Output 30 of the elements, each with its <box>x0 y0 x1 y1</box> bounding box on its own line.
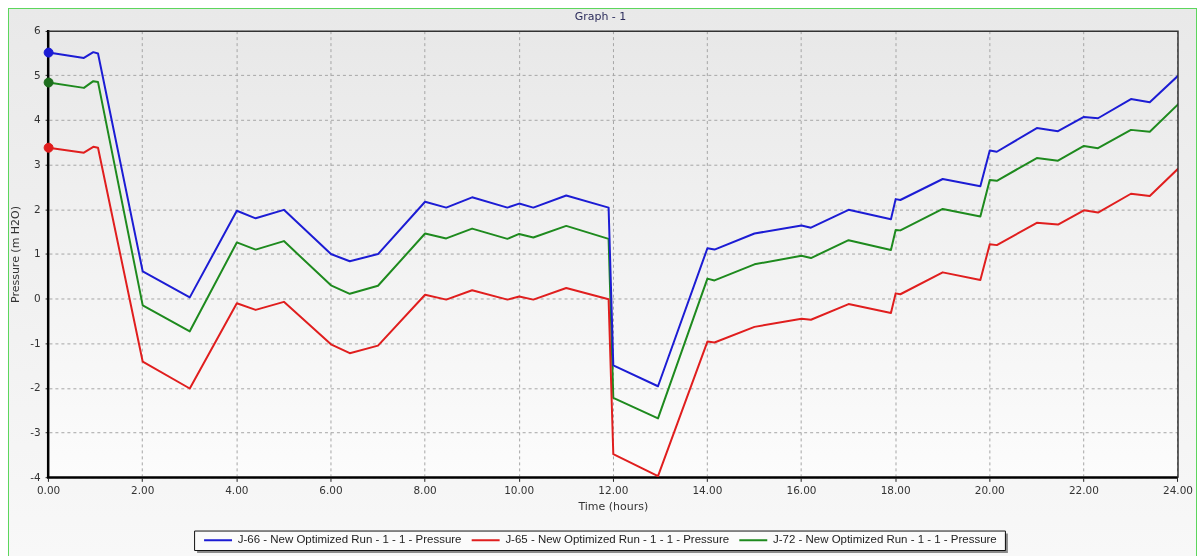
y-tick-label: 6 <box>33 23 41 36</box>
y-tick-label: 1 <box>33 247 41 260</box>
x-tick-label: 14.00 <box>692 483 723 496</box>
x-tick-label: 8.00 <box>413 483 437 496</box>
y-tick-label: -1 <box>30 336 41 349</box>
x-tick-label: 18.00 <box>880 483 911 496</box>
x-tick-label: 24.00 <box>1163 483 1193 496</box>
x-tick-label: 20.00 <box>974 483 1005 496</box>
y-tick-label: -4 <box>30 470 41 483</box>
x-tick-label: 16.00 <box>786 483 817 496</box>
y-tick-label: 3 <box>33 157 41 170</box>
x-tick-label: 2.00 <box>131 483 155 496</box>
x-axis-title: Time (hours) <box>577 499 649 513</box>
y-tick-label: 5 <box>33 68 41 81</box>
legend-label: J-66 - New Optimized Run - 1 - 1 - Pressure <box>237 533 462 546</box>
legend-label: J-65 - New Optimized Run - 1 - 1 - Pressure <box>505 533 730 546</box>
y-tick-label: 4 <box>33 113 41 126</box>
x-tick-label: 12.00 <box>598 483 629 496</box>
y-tick-label: -3 <box>30 425 41 438</box>
legend-label: J-72 - New Optimized Run - 1 - 1 - Pressure <box>773 533 997 546</box>
chart-title: Graph - 1 <box>574 10 627 24</box>
y-tick-label: 0 <box>33 291 41 304</box>
x-tick-label: 0.00 <box>36 483 61 496</box>
x-tick-label: 22.00 <box>1068 483 1099 496</box>
x-tick-label: 6.00 <box>319 483 343 496</box>
y-axis-title: Pressure (m H2O) <box>9 206 23 303</box>
y-tick-label: -2 <box>30 381 41 394</box>
y-tick-label: 2 <box>33 202 41 215</box>
x-tick-label: 10.00 <box>504 483 535 496</box>
x-tick-label: 4.00 <box>225 483 249 496</box>
